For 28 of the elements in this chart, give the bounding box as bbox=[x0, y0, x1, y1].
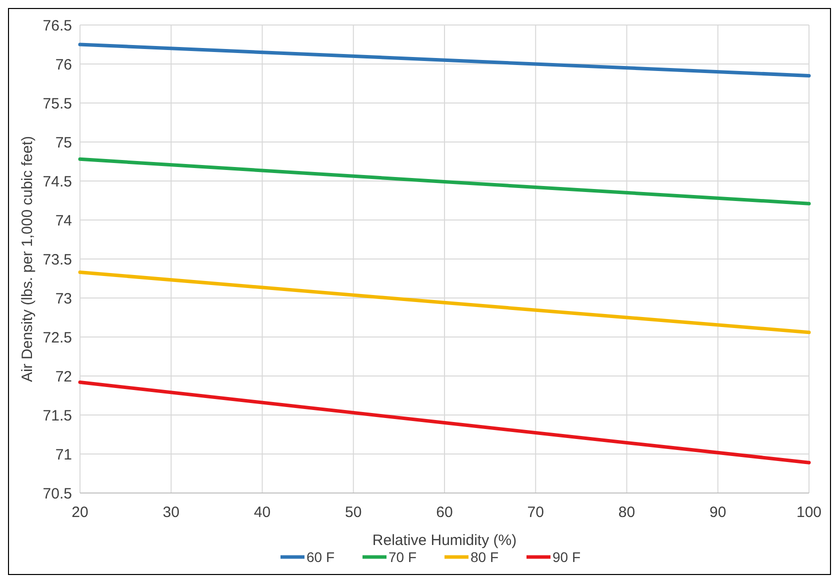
y-tick-label: 75.5 bbox=[42, 95, 72, 112]
x-tick-label: 50 bbox=[345, 504, 362, 521]
y-tick-label: 73 bbox=[55, 290, 72, 308]
legend-label: 80 F bbox=[470, 548, 499, 565]
y-tick-label: 75 bbox=[55, 134, 72, 152]
y-tick-label: 70.5 bbox=[42, 485, 72, 502]
y-tick-label: 71 bbox=[55, 446, 72, 464]
legend-label: 90 F bbox=[552, 548, 581, 565]
x-axis-title: Relative Humidity (%) bbox=[372, 532, 517, 549]
x-tick-label: 100 bbox=[796, 504, 822, 521]
y-tick-label: 73.5 bbox=[42, 251, 72, 268]
x-tick-label: 90 bbox=[710, 504, 726, 521]
y-axis-title: Air Density (lbs. per 1,000 cubic feet) bbox=[19, 136, 36, 382]
x-tick-label: 60 bbox=[436, 504, 453, 521]
x-tick-label: 80 bbox=[618, 504, 636, 521]
y-tick-label: 71.5 bbox=[42, 407, 72, 424]
legend-label: 60 F bbox=[306, 548, 335, 565]
y-tick-label: 72.5 bbox=[42, 329, 72, 346]
y-tick-label: 72 bbox=[55, 368, 72, 386]
y-tick-label: 76 bbox=[55, 56, 72, 74]
x-tick-label: 40 bbox=[254, 504, 271, 521]
y-tick-label: 74.5 bbox=[42, 173, 72, 190]
legend-label: 70 F bbox=[388, 548, 417, 565]
x-tick-label: 70 bbox=[527, 504, 544, 521]
x-tick-label: 30 bbox=[162, 504, 180, 521]
y-tick-label: 76.5 bbox=[42, 17, 72, 34]
y-tick-label: 74 bbox=[55, 212, 72, 230]
x-tick-label: 20 bbox=[72, 504, 88, 521]
